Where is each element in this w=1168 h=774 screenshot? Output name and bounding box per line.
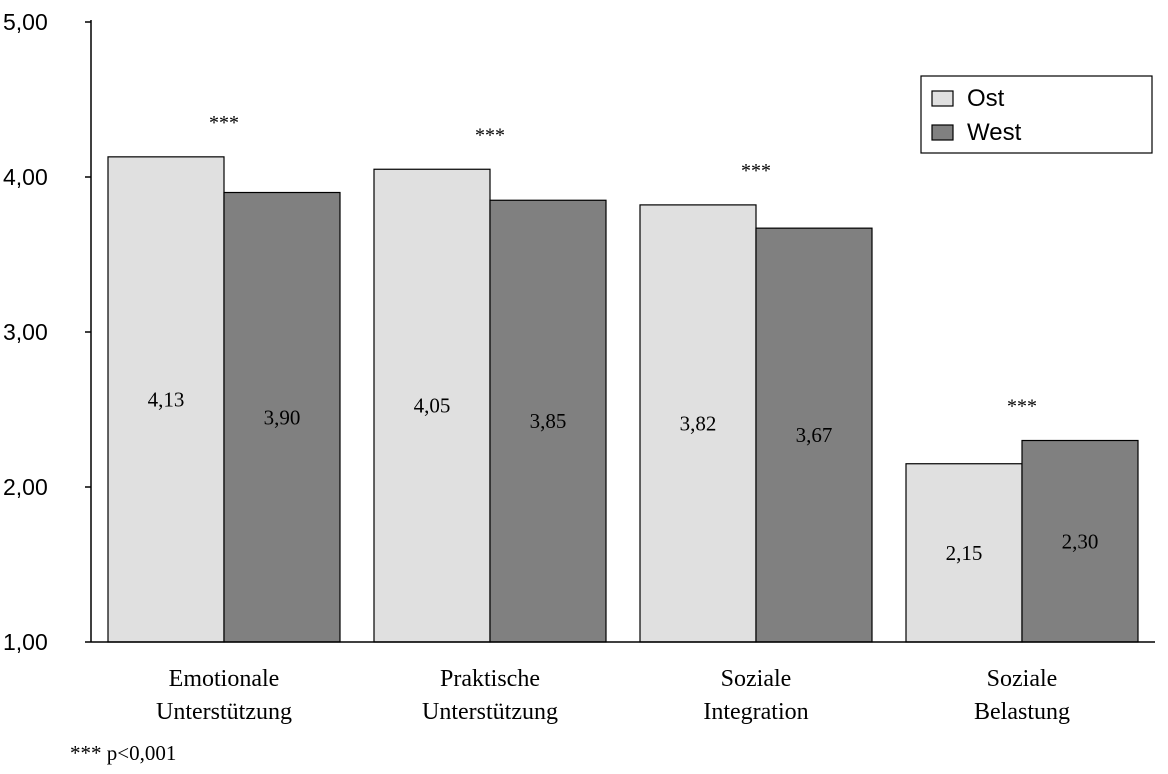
bar-ost xyxy=(639,204,757,643)
axes xyxy=(90,20,1155,643)
y-tick-label: 5,00 xyxy=(3,9,48,35)
bar-ost xyxy=(107,156,225,643)
bar-ost xyxy=(905,463,1023,643)
y-axis-ticks: 1,00 2,00 3,00 4,00 5,00 xyxy=(3,9,91,655)
data-label: 3,90 xyxy=(264,405,301,429)
category-label: Unterstützung xyxy=(422,699,558,725)
category-label: Integration xyxy=(703,699,808,725)
bar-west xyxy=(223,191,341,643)
y-tick-label: 1,00 xyxy=(3,629,48,655)
x-axis-labels: Emotionale Unterstützung Praktische Unterst… xyxy=(156,666,1070,725)
data-label: 3,82 xyxy=(680,411,717,435)
y-tick-label: 4,00 xyxy=(3,164,48,190)
data-label: 3,85 xyxy=(530,409,567,433)
category-label: Praktische xyxy=(440,666,540,692)
data-label: 4,13 xyxy=(148,387,185,411)
category-label: Belastung xyxy=(974,699,1070,725)
significance-marker: *** xyxy=(209,112,239,134)
significance-marker: *** xyxy=(741,160,771,182)
category-label: Soziale xyxy=(721,666,792,692)
legend-swatch-ost xyxy=(931,90,954,107)
footnote: *** p<0,001 xyxy=(70,741,176,765)
y-tick-label: 2,00 xyxy=(3,474,48,500)
legend-label-west: West xyxy=(967,119,1022,146)
legend-box xyxy=(920,75,1153,154)
data-labels: 4,13 3,90 4,05 3,85 3,82 3,67 2,15 2,30 xyxy=(148,387,1099,564)
legend-swatch-west xyxy=(931,124,954,141)
data-label: 2,15 xyxy=(946,541,983,565)
category-label: Soziale xyxy=(987,666,1058,692)
bar-ost xyxy=(373,168,491,643)
data-label: 3,67 xyxy=(796,423,833,447)
legend-label-ost: Ost xyxy=(967,85,1005,112)
legend: Ost West xyxy=(920,75,1153,154)
significance-marker: *** xyxy=(1007,396,1037,418)
category-label: Emotionale xyxy=(169,666,280,692)
significance-labels: *** *** *** *** xyxy=(209,112,1037,418)
data-label: 2,30 xyxy=(1062,529,1099,553)
y-tick-label: 3,00 xyxy=(3,319,48,345)
bar-west xyxy=(1021,439,1139,643)
bar-west xyxy=(489,199,607,643)
data-label: 4,05 xyxy=(414,394,451,418)
bars xyxy=(107,156,1139,643)
bar-west xyxy=(755,227,873,643)
category-label: Unterstützung xyxy=(156,699,292,725)
significance-marker: *** xyxy=(475,124,505,146)
